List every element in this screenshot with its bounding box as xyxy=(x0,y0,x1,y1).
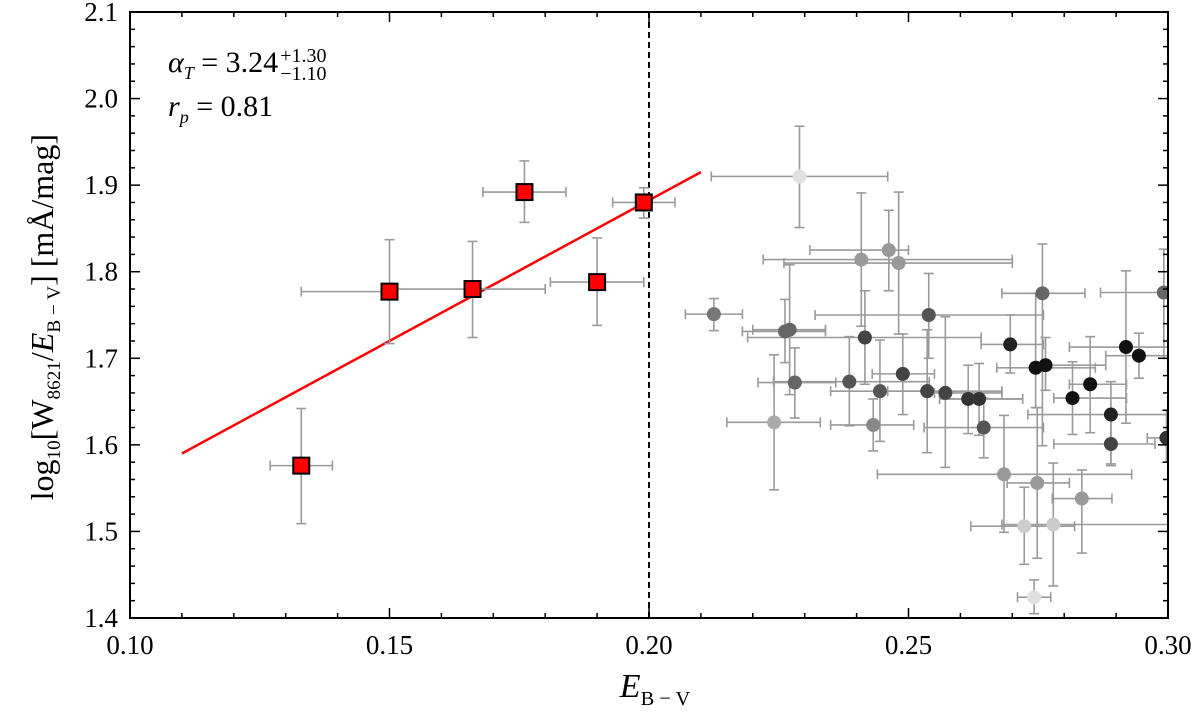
gray-data-point xyxy=(872,384,887,399)
gray-data-point xyxy=(1003,337,1018,352)
red-square-point xyxy=(292,456,311,475)
y-axis-label: log10[W8621/EB − V] [mÅ/mag] xyxy=(23,133,66,501)
gray-data-point xyxy=(1027,590,1042,605)
gray-data-point xyxy=(866,417,881,432)
y-tick-label: 1.4 xyxy=(84,603,118,633)
gray-data-point xyxy=(881,243,896,258)
gray-data-point xyxy=(854,252,869,267)
gray-data-point xyxy=(1131,348,1146,363)
gray-data-point xyxy=(1159,430,1168,445)
gray-data-point xyxy=(857,330,872,345)
gray-data-point xyxy=(706,307,721,322)
y-tick-label: 1.8 xyxy=(84,257,118,287)
fit-line xyxy=(181,171,702,455)
gray-data-point xyxy=(782,322,797,337)
x-axis-label: EB − V xyxy=(619,668,691,710)
red-square-point xyxy=(588,273,607,292)
gray-data-point xyxy=(921,308,936,322)
x-tick-label: 0.20 xyxy=(625,630,672,660)
gray-data-point xyxy=(1103,407,1118,422)
pearson-annotation: rp = 0.81 xyxy=(168,90,274,127)
gray-data-point xyxy=(842,374,857,389)
x-tick-label: 0.25 xyxy=(885,630,932,660)
gray-data-point xyxy=(1038,358,1053,373)
gray-data-point xyxy=(787,375,802,390)
y-tick-label: 2.0 xyxy=(84,84,118,114)
y-tick-label: 1.5 xyxy=(84,516,118,546)
plot-area xyxy=(181,12,1168,618)
red-square-point xyxy=(634,193,653,212)
alpha-annotation: αT = 3.24 +1.30 −1.10 xyxy=(168,45,327,86)
red-square-point xyxy=(380,282,399,301)
gray-data-point xyxy=(1046,517,1061,532)
x-tick-label: 0.15 xyxy=(366,630,413,660)
x-tick-label: 0.10 xyxy=(106,630,153,660)
gray-data-point xyxy=(961,391,976,406)
gray-data-point xyxy=(1030,475,1045,490)
y-tick-label: 1.6 xyxy=(84,430,118,460)
gray-data-point xyxy=(972,391,987,406)
gray-data-point xyxy=(1035,286,1050,301)
gray-data-point xyxy=(891,256,906,271)
y-tick-label: 1.7 xyxy=(84,343,118,373)
gray-data-point xyxy=(1103,436,1118,451)
gray-data-point xyxy=(895,366,910,381)
gray-data-point xyxy=(938,385,953,400)
gray-data-point xyxy=(1065,391,1080,406)
gray-data-point xyxy=(996,467,1011,482)
gray-data-point xyxy=(1074,491,1089,506)
red-square-point xyxy=(515,183,534,202)
red-square-point xyxy=(463,280,482,299)
gray-data-point xyxy=(1017,519,1032,534)
gray-data-point xyxy=(1118,340,1133,355)
y-tick-label: 1.9 xyxy=(84,170,118,200)
gray-data-point xyxy=(767,415,782,430)
gray-data-point xyxy=(920,384,935,399)
gray-data-point xyxy=(976,420,991,435)
gray-data-point xyxy=(792,169,807,184)
gray-data-point xyxy=(1083,377,1098,392)
y-tick-label: 2.1 xyxy=(84,0,118,27)
x-tick-label: 0.30 xyxy=(1144,630,1191,660)
